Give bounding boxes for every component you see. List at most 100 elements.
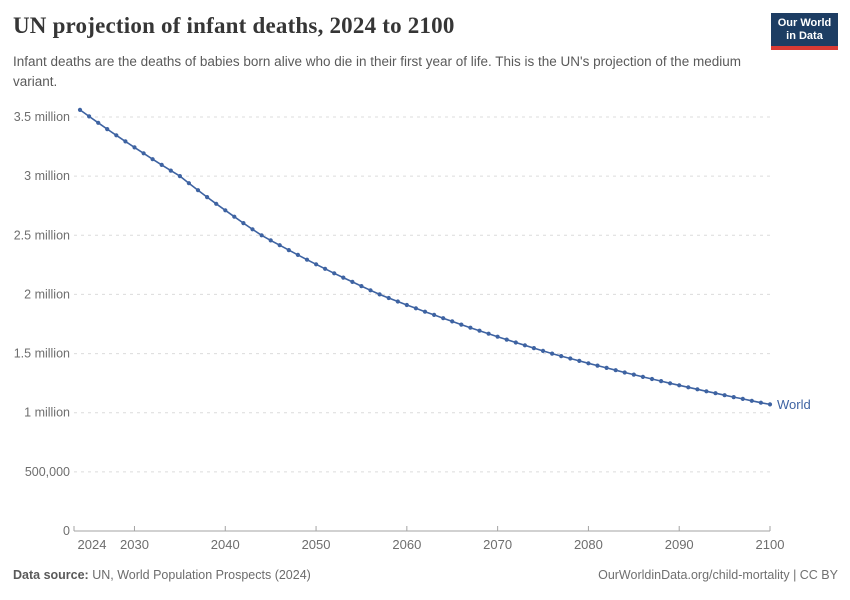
data-point[interactable]: [540, 348, 546, 353]
data-point[interactable]: [350, 279, 355, 284]
data-point[interactable]: [767, 402, 773, 407]
data-point[interactable]: [495, 334, 500, 339]
y-axis-tick-label: 3.5 million: [14, 110, 70, 124]
data-point[interactable]: [531, 346, 537, 351]
series-label-world[interactable]: World: [777, 397, 811, 412]
data-point[interactable]: [168, 168, 173, 173]
data-point[interactable]: [659, 379, 664, 384]
y-axis-tick-label: 3 million: [24, 169, 70, 183]
data-point[interactable]: [522, 343, 528, 348]
data-point[interactable]: [177, 174, 182, 179]
owid-logo[interactable]: Our World in Data: [771, 13, 838, 50]
owid-logo-box: Our World in Data: [771, 13, 838, 46]
data-point[interactable]: [422, 309, 428, 314]
data-point[interactable]: [477, 328, 482, 333]
data-point[interactable]: [314, 262, 319, 267]
data-point[interactable]: [504, 337, 509, 342]
data-point[interactable]: [241, 221, 246, 226]
data-point[interactable]: [250, 227, 255, 232]
data-point[interactable]: [395, 299, 400, 304]
data-point[interactable]: [468, 325, 473, 330]
y-axis-tick-label: 2.5 million: [14, 228, 70, 242]
data-source: Data source: UN, World Population Prospe…: [13, 568, 311, 582]
x-axis-tick-label: 2100: [756, 537, 785, 552]
data-point[interactable]: [413, 306, 418, 311]
x-axis-tick-label: 2024: [78, 537, 107, 552]
data-point[interactable]: [386, 295, 391, 301]
data-point[interactable]: [341, 275, 346, 280]
x-axis-tick-label: 2070: [483, 537, 512, 552]
data-point[interactable]: [722, 393, 727, 398]
data-point[interactable]: [77, 107, 83, 112]
data-point[interactable]: [450, 319, 455, 324]
owid-logo-red-bar: [771, 46, 838, 50]
data-point[interactable]: [749, 398, 754, 403]
data-source-text: UN, World Population Prospects (2024): [88, 568, 311, 582]
data-point[interactable]: [513, 340, 518, 345]
data-point[interactable]: [432, 312, 437, 317]
data-point[interactable]: [595, 363, 600, 368]
data-point[interactable]: [214, 201, 219, 206]
data-point[interactable]: [686, 385, 691, 390]
data-point[interactable]: [259, 233, 264, 238]
data-point[interactable]: [740, 396, 745, 401]
data-point[interactable]: [323, 266, 328, 271]
data-point[interactable]: [114, 133, 119, 138]
data-point[interactable]: [713, 391, 718, 396]
data-point[interactable]: [695, 387, 700, 392]
data-point[interactable]: [205, 195, 210, 200]
data-point[interactable]: [404, 302, 409, 308]
y-axis-tick-label: 2 million: [24, 287, 70, 301]
data-point[interactable]: [368, 288, 373, 293]
data-point[interactable]: [87, 114, 92, 119]
data-point[interactable]: [441, 316, 446, 321]
owid-logo-line2: in Data: [786, 29, 823, 42]
data-point[interactable]: [668, 381, 673, 386]
data-point[interactable]: [359, 284, 364, 289]
data-point[interactable]: [141, 151, 146, 156]
x-axis-tick-label: 2080: [574, 537, 603, 552]
data-point[interactable]: [286, 248, 291, 253]
data-point[interactable]: [123, 139, 128, 144]
footer-credit-link[interactable]: OurWorldinData.org/child-mortality | CC …: [598, 568, 838, 582]
chart-subtitle: Infant deaths are the deaths of babies b…: [13, 54, 741, 89]
data-point[interactable]: [731, 395, 736, 400]
data-point[interactable]: [459, 322, 464, 327]
data-point[interactable]: [586, 361, 591, 366]
data-point[interactable]: [96, 120, 101, 125]
data-point[interactable]: [186, 181, 191, 186]
data-line-world[interactable]: [79, 109, 771, 406]
data-point[interactable]: [559, 354, 564, 359]
x-axis-tick-label: 2060: [392, 537, 421, 552]
data-point[interactable]: [304, 257, 310, 262]
data-point[interactable]: [332, 271, 337, 276]
data-point[interactable]: [758, 400, 764, 405]
x-axis-tick-label: 2040: [211, 537, 240, 552]
data-point[interactable]: [649, 376, 655, 382]
data-point[interactable]: [550, 351, 555, 356]
data-point[interactable]: [159, 162, 164, 167]
data-point[interactable]: [377, 292, 382, 297]
data-point[interactable]: [277, 243, 282, 248]
data-point[interactable]: [604, 365, 609, 370]
data-point[interactable]: [677, 383, 682, 388]
chart-footer: Data source: UN, World Population Prospe…: [13, 568, 838, 582]
data-point[interactable]: [195, 188, 201, 193]
data-point[interactable]: [613, 368, 618, 373]
data-point[interactable]: [631, 372, 636, 377]
data-point[interactable]: [132, 145, 137, 150]
data-point[interactable]: [268, 238, 273, 243]
data-point[interactable]: [105, 127, 110, 132]
data-point[interactable]: [622, 370, 627, 375]
data-point[interactable]: [150, 157, 155, 162]
data-point[interactable]: [223, 208, 228, 213]
data-point[interactable]: [568, 356, 573, 361]
data-point[interactable]: [486, 331, 491, 336]
data-point[interactable]: [640, 374, 646, 379]
data-point[interactable]: [704, 389, 709, 394]
data-point[interactable]: [577, 358, 582, 363]
data-point[interactable]: [295, 252, 300, 257]
data-point[interactable]: [232, 214, 237, 219]
y-axis-tick-label: 1 million: [24, 406, 70, 420]
